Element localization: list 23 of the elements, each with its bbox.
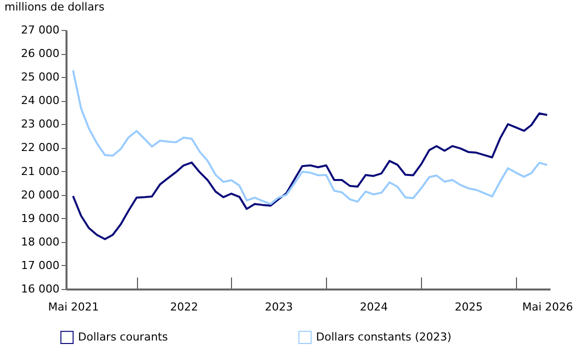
x-tick-label: Mai 2026	[522, 300, 574, 314]
legend-label: Dollars constants (2023)	[316, 330, 452, 344]
y-tick-label: 16 000	[21, 282, 60, 296]
y-tick-label: 21 000	[21, 164, 60, 178]
y-axis-title: millions de dollars	[4, 0, 105, 14]
y-tick-label: 27 000	[21, 24, 60, 36]
y-tick-label: 25 000	[21, 70, 60, 84]
y-tick-label: 19 000	[21, 212, 60, 225]
x-tick-label: 2025	[454, 300, 483, 314]
y-tick-label: 24 000	[21, 94, 60, 108]
y-tick-label: 20 000	[21, 188, 60, 202]
y-tick-label: 22 000	[21, 141, 60, 154]
x-tick-label: 2022	[170, 300, 198, 314]
x-tick-label: 2024	[360, 300, 388, 314]
x-tick-label: Mai 2021	[48, 300, 99, 314]
y-tick-label: 17 000	[21, 258, 60, 272]
y-tick-label: 18 000	[21, 235, 60, 248]
y-tick-label: 23 000	[21, 118, 60, 131]
y-tick-label: 26 000	[21, 47, 60, 60]
legend-label: Dollars courants	[78, 330, 168, 344]
x-tick-label: 2023	[264, 300, 293, 314]
line-series	[72, 112, 548, 240]
line-series	[72, 69, 548, 205]
